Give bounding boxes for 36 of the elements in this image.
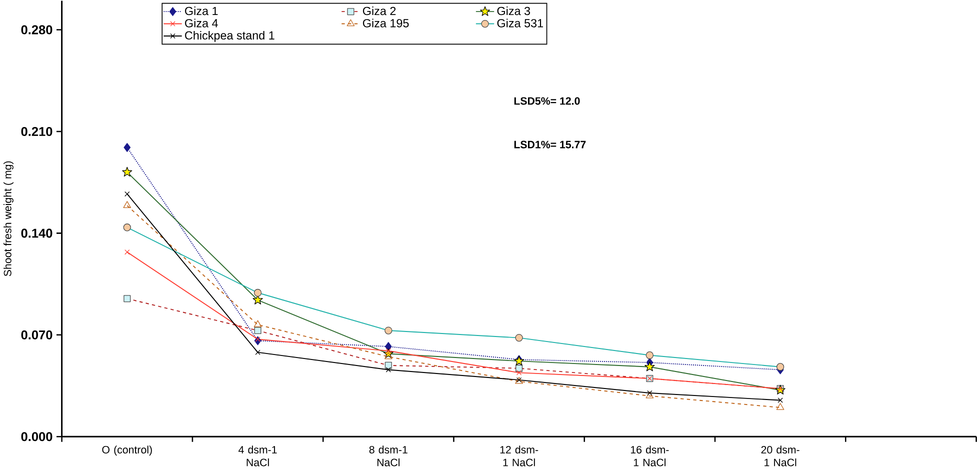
annotation: LSD5%= 12.0 <box>514 97 580 105</box>
x-tick-label: O (control) <box>102 446 152 456</box>
y-tick-label: 0.070 <box>21 330 52 340</box>
legend-label: Chickpea stand 1 <box>185 31 274 42</box>
point <box>255 336 260 342</box>
legend-label: Giza 531 <box>497 18 543 28</box>
point <box>647 390 652 396</box>
legend-label: Giza 4 <box>185 18 218 28</box>
point <box>123 201 132 208</box>
y-tick-label: 0.210 <box>21 127 52 136</box>
point <box>124 191 130 197</box>
y-tick-label: 0.140 <box>21 228 52 238</box>
point <box>386 348 391 354</box>
point <box>776 403 784 410</box>
y-axis-title: Shoot fresh weight ( mg) <box>4 161 14 276</box>
legend-label: Giza 3 <box>497 6 530 16</box>
point <box>384 352 392 360</box>
point <box>254 320 262 328</box>
annotation: LSD1%= 15.77 <box>514 140 586 148</box>
point <box>386 367 391 372</box>
y-tick-label: 0.280 <box>21 25 52 34</box>
point <box>778 398 783 403</box>
legend-label: Giza 1 <box>185 6 218 16</box>
legend-label: Giza 195 <box>362 18 409 28</box>
x-tick-label: 12 dsm-1 NaCl <box>500 446 538 466</box>
point <box>124 143 131 152</box>
x-tick-label: 4 dsm-1 NaCl <box>238 446 277 466</box>
x-tick-label: 20 dsm-1 NaCl <box>761 446 800 466</box>
x-tick-label: 16 dsm-1 NaCl <box>630 446 669 466</box>
point <box>516 370 522 376</box>
y-tick-label: 0.000 <box>21 432 52 442</box>
point <box>646 392 654 398</box>
point <box>124 250 130 255</box>
point <box>255 350 260 356</box>
legend-label: Giza 2 <box>362 6 396 16</box>
x-tick-label: 8 dsm-1 NaCl <box>369 446 408 466</box>
